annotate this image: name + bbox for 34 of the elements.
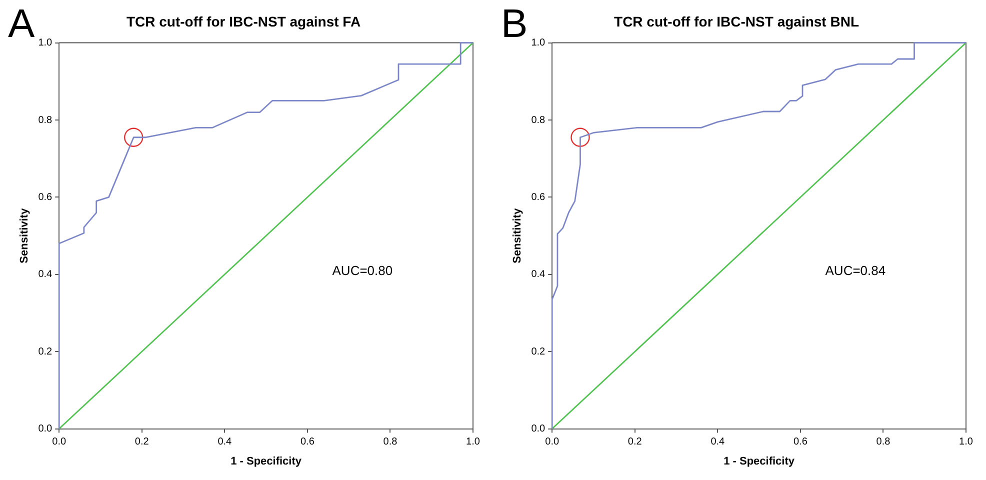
chart-title: TCR cut-off for IBC-NST against BNL [614,13,860,30]
text: A [8,2,35,46]
x-axis-title: 1 - Specificity [724,455,796,468]
x-axis-title: 1 - Specificity [230,455,302,468]
annotation: AUC=0.80 [332,262,393,278]
x-tick-label: 0.8 [383,436,398,448]
y-tick-label: 0.0 [531,424,546,435]
x-tick-label: 0.0 [52,436,66,448]
y-tick-label: 1.0 [531,38,546,49]
y-tick-label: 0.8 [38,114,53,126]
text: B [501,2,528,46]
y-tick-label: 0.2 [38,346,53,358]
x-tick-label: 0.0 [545,436,560,448]
x-tick-label: 0.4 [710,436,726,448]
y-tick-label: 0.4 [38,269,53,280]
y-tick-label: 0.4 [531,269,546,280]
chart-title: TCR cut-off for IBC-NST against FA [126,13,361,30]
y-tick-label: 0.8 [531,114,546,126]
y-tick-label: 0.0 [38,424,53,435]
y-axis-title: Sensitivity [18,207,31,264]
annotation: AUC=0.84 [825,262,886,278]
x-tick-label: 0.8 [876,436,891,448]
x-tick-label: 1.0 [959,436,974,448]
y-tick-label: 0.2 [531,346,546,358]
x-tick-label: 0.6 [300,436,315,448]
x-tick-label: 0.2 [628,436,642,448]
x-tick-label: 0.2 [134,436,150,448]
x-tick-label: 1.0 [466,436,480,448]
y-tick-label: 1.0 [38,38,53,49]
x-tick-label: 0.6 [793,436,808,448]
y-tick-label: 0.6 [531,192,546,203]
y-axis-title: Sensitivity [512,207,524,264]
x-tick-label: 0.4 [218,436,232,448]
y-tick-label: 0.6 [38,192,53,203]
